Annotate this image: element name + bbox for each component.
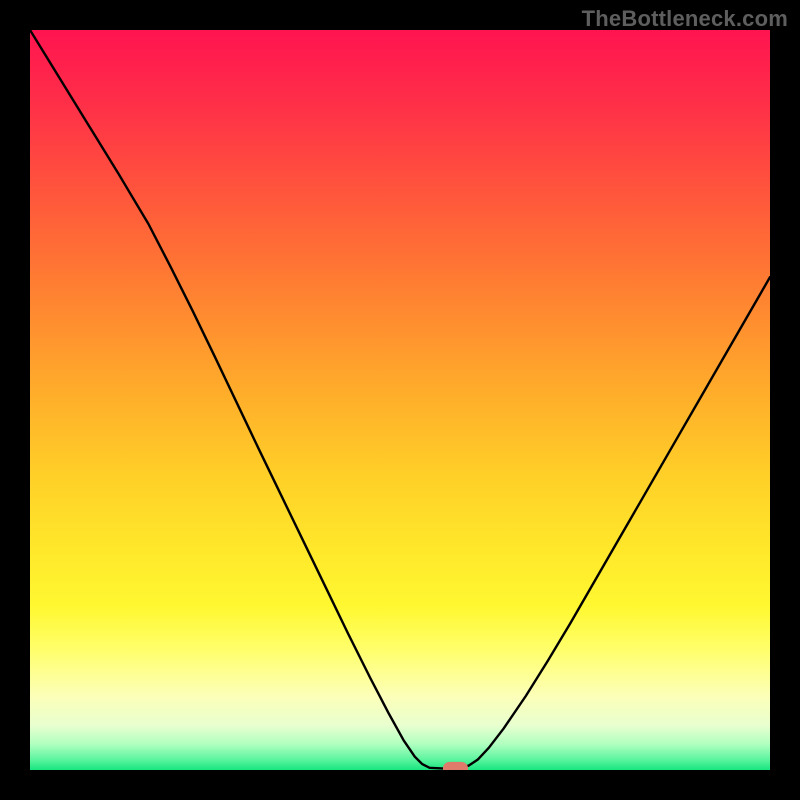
optimal-point-marker <box>443 762 468 770</box>
chart-container: TheBottleneck.com <box>0 0 800 800</box>
watermark-label: TheBottleneck.com <box>582 6 788 32</box>
chart-svg <box>30 30 770 770</box>
gradient-background <box>30 30 770 770</box>
plot-area <box>30 30 770 770</box>
